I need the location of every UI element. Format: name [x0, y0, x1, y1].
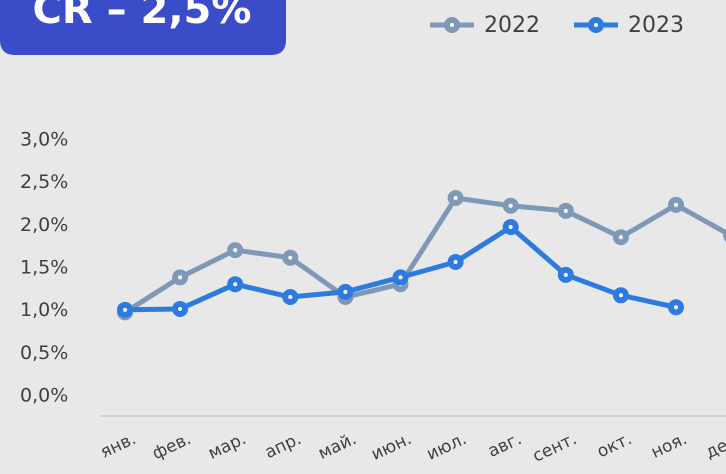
y-tick-label: 3,0% — [20, 129, 68, 151]
point-center — [343, 289, 348, 294]
series-line — [123, 195, 726, 315]
y-tick-label: 1,5% — [20, 257, 68, 279]
point-center — [674, 305, 678, 310]
point-center — [508, 203, 513, 208]
title-box — [0, 0, 286, 55]
legend-label: 2023 — [628, 13, 684, 38]
point-center — [508, 225, 513, 230]
point-center — [563, 272, 568, 277]
y-tick-label: 1,0% — [20, 299, 68, 321]
y-tick-label: 2,0% — [20, 214, 68, 236]
point-center — [288, 255, 293, 260]
point-center — [618, 235, 623, 240]
point-center — [178, 306, 183, 311]
point-center — [674, 202, 678, 207]
point-center — [233, 282, 238, 287]
point-center — [618, 293, 623, 298]
point-center — [453, 260, 458, 265]
legend-marker-center — [450, 23, 454, 27]
point-center — [233, 248, 238, 253]
point-center — [178, 275, 183, 280]
point-center — [453, 196, 458, 201]
y-tick-label: 0,5% — [20, 342, 68, 364]
y-tick-label: 2,5% — [20, 171, 68, 193]
point-center — [123, 307, 127, 312]
point — [723, 229, 726, 242]
point-center — [563, 208, 568, 213]
point-center — [288, 295, 293, 300]
point-center — [398, 275, 403, 280]
y-tick-label: 0,0% — [20, 385, 68, 407]
legend-label: 2022 — [484, 13, 540, 38]
chart-title: CR – 2,5% — [33, 0, 252, 33]
legend-marker-center — [594, 23, 598, 27]
